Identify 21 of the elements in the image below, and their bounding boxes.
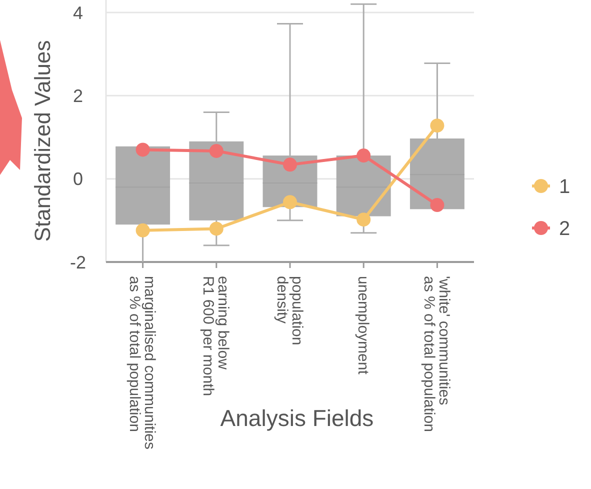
y-tick-label: 0 [72, 169, 84, 190]
y-tick-label: -2 [70, 252, 86, 272]
point [356, 212, 371, 227]
point [209, 144, 224, 158]
y-axis-title: Standardized Values [30, 40, 55, 242]
point [356, 148, 371, 163]
point [430, 198, 444, 212]
y-tick-label: 4 [72, 2, 84, 23]
point [283, 195, 297, 210]
point [430, 118, 444, 133]
point [136, 142, 150, 157]
x-axis-title: Analysis Fields [220, 405, 374, 431]
point [209, 222, 224, 236]
x-tick-label: population density [273, 276, 306, 346]
legend-label: 2 [559, 218, 570, 240]
point [283, 158, 297, 172]
x-tick-label: marginalised communities as % of total population [126, 276, 158, 450]
x-tick-label: unemployment [354, 276, 372, 376]
y-tick-label: 2 [72, 86, 84, 106]
legend-label: 1 [559, 176, 570, 198]
point [136, 223, 150, 238]
